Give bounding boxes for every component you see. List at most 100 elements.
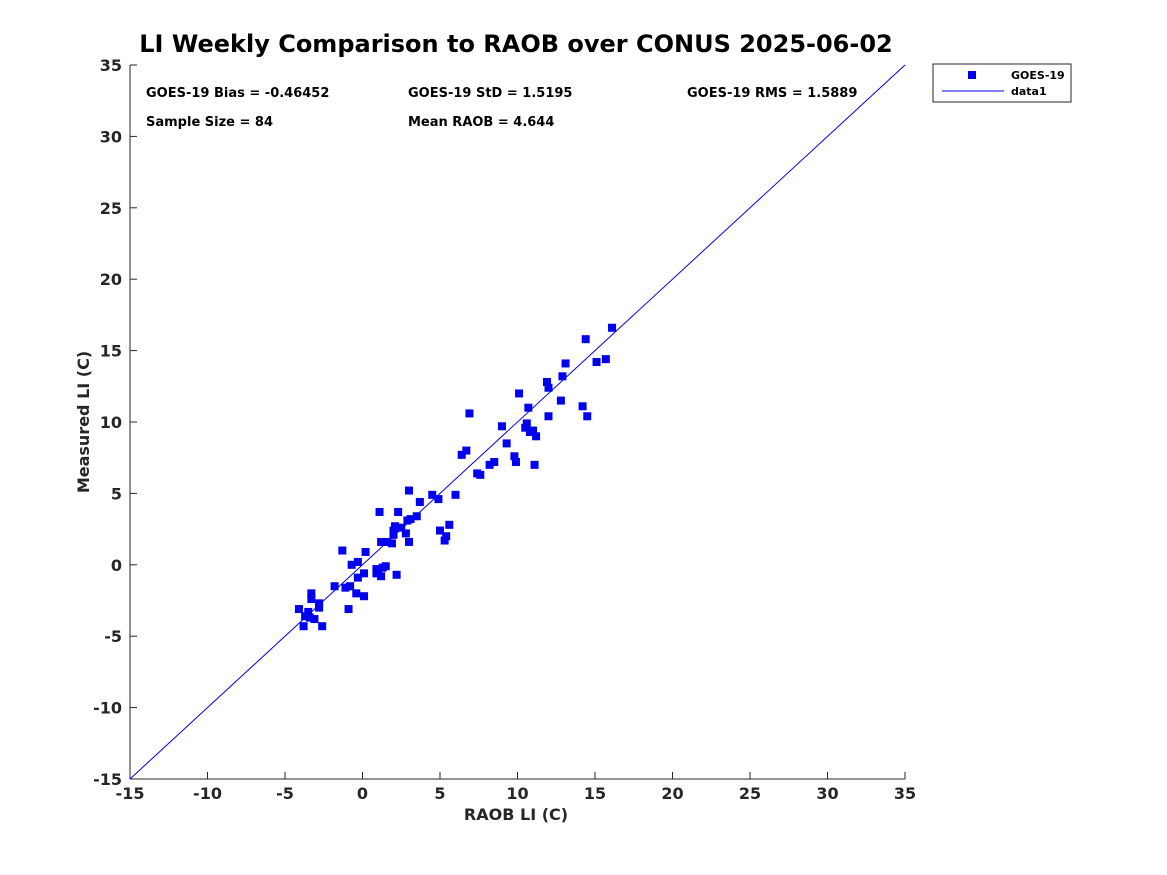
data-point [522, 419, 531, 428]
data-point [561, 359, 570, 368]
data-point [352, 589, 361, 598]
x-tick-label: -10 [193, 784, 222, 803]
data-point [524, 403, 533, 412]
y-tick-label: -15 [93, 770, 122, 789]
x-tick-label: 20 [661, 784, 683, 803]
data-point [542, 378, 551, 387]
series-goes19 [294, 323, 617, 631]
data-point [415, 497, 424, 506]
x-axis-label: RAOB LI (C) [464, 805, 568, 824]
bias-annotation: GOES-19 Bias = -0.46452 [146, 86, 329, 101]
data-point [381, 562, 390, 571]
y-tick-label: 20 [100, 270, 122, 289]
data1-line [129, 64, 906, 780]
data-point [521, 423, 530, 432]
data-point [341, 583, 350, 592]
data-point [476, 470, 485, 479]
data-point [346, 582, 355, 591]
data-point [511, 457, 520, 466]
data-point [436, 526, 444, 535]
data-point [405, 537, 413, 546]
data-point [498, 422, 506, 431]
stats-annotations: GOES-19 Bias = -0.46452 GOES-19 StD = 1.… [146, 86, 857, 130]
data-point [578, 402, 587, 411]
data-point [353, 573, 362, 582]
data-point [387, 539, 396, 548]
data-point [532, 432, 541, 441]
data-point [389, 530, 398, 539]
data-point [457, 450, 466, 459]
data-point [299, 622, 308, 631]
data-point [347, 560, 356, 569]
data-point [294, 605, 303, 614]
data-point [360, 569, 369, 578]
data-point [412, 512, 421, 521]
data-point [490, 457, 499, 466]
data-point [389, 526, 398, 535]
std-annotation: GOES-19 StD = 1.5195 [408, 86, 572, 101]
y-tick-label: 35 [100, 56, 122, 75]
plot-area: -15 -10 -5 0 5 10 15 20 25 30 35 -15 -10 -5 0 5 10 15 20 2… [93, 56, 916, 803]
sample-size-annotation: Sample Size = 84 [146, 115, 273, 130]
data-point [391, 522, 400, 531]
data-point [544, 412, 553, 421]
x-tick-label: 30 [816, 784, 838, 803]
data-point [434, 495, 443, 504]
legend-label-goes19: GOES-19 [1011, 69, 1065, 82]
legend: GOES-19 data1 [932, 63, 1072, 103]
data-point [372, 565, 381, 574]
y-tick-label: 25 [100, 199, 122, 218]
data-point [440, 536, 449, 545]
data-point [465, 409, 474, 418]
legend-box [932, 63, 1072, 103]
data-point [581, 335, 590, 344]
series-data1 [129, 64, 906, 780]
data-point [462, 446, 471, 455]
x-tick-label: 25 [739, 784, 761, 803]
data-point [502, 439, 511, 448]
rms-annotation: GOES-19 RMS = 1.5889 [687, 86, 857, 101]
data-point [544, 383, 553, 392]
data-point [428, 490, 437, 499]
chart-title: LI Weekly Comparison to RAOB over CONUS … [139, 30, 892, 58]
y-tick-label: 0 [111, 556, 122, 575]
data-point [510, 452, 519, 461]
data-point [383, 537, 392, 546]
legend-marker-goes19 [968, 71, 976, 79]
data-point [318, 622, 327, 631]
legend-label-data1: data1 [1011, 85, 1047, 98]
data-point [375, 507, 384, 516]
data-point [445, 520, 454, 529]
data-point [394, 507, 403, 516]
data-point [305, 613, 314, 622]
data-point [442, 532, 451, 541]
data-point [360, 592, 369, 601]
y-tick-label: 30 [100, 127, 122, 146]
x-tick-label: 35 [894, 784, 916, 803]
mean-raob-annotation: Mean RAOB = 4.644 [408, 115, 554, 130]
y-tick-label: -5 [104, 627, 122, 646]
data-point [401, 529, 410, 538]
data-point [397, 523, 406, 532]
data-point [583, 412, 592, 421]
data-point [301, 612, 310, 621]
y-tick-label: 10 [100, 413, 122, 432]
y-axis-label: Measured LI (C) [74, 351, 93, 493]
data-point [406, 515, 415, 524]
y-tick-label: 5 [111, 484, 122, 503]
data-point [315, 603, 324, 612]
data-point [392, 570, 401, 579]
data-point [515, 389, 524, 398]
x-tick-label: -15 [116, 784, 145, 803]
x-tick-label: 10 [506, 784, 528, 803]
data-point [307, 595, 316, 604]
data-point [353, 557, 362, 566]
data-point [451, 490, 460, 499]
data-point [330, 582, 339, 591]
data-point [361, 547, 370, 556]
data-point [344, 605, 353, 614]
data-point [315, 599, 324, 608]
x-tick-label: -5 [276, 784, 294, 803]
data-point [608, 323, 617, 332]
